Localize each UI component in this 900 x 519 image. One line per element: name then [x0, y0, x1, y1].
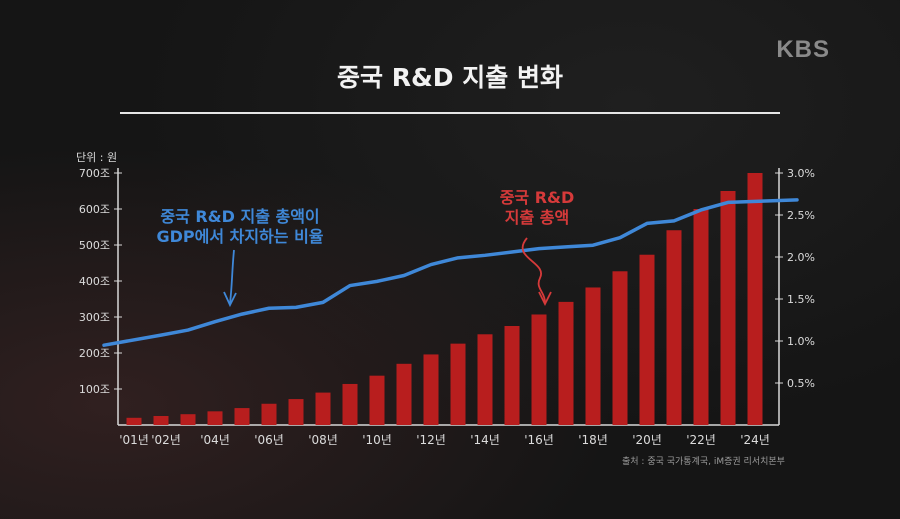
annotations: 중국 R&D 지출 총액이 GDP에서 차지하는 비율 중국 R&D 지출 총액	[156, 188, 575, 308]
bar	[369, 375, 385, 425]
annotation-line: 중국 R&D	[500, 188, 575, 207]
y-left-tick-label: 600조	[79, 203, 110, 216]
x-tick-label: '18년	[578, 433, 608, 447]
y-unit-label: 단위 : 원	[76, 151, 117, 164]
x-tick-label: '02년	[151, 433, 181, 447]
y-right-tick-label: 2.5%	[787, 209, 815, 222]
x-tick-label: '24년	[740, 433, 770, 447]
y-right-tick-label: 1.0%	[787, 335, 815, 348]
annotation-line: 지출 총액	[505, 208, 569, 227]
bar	[747, 173, 763, 425]
x-tick-labels: '01년 '02년 '04년 '06년 '08년 '10년 '12년 '14년 '16년 '18년…	[119, 433, 770, 447]
annotation-total-arrowhead	[538, 291, 552, 307]
x-tick-label: '06년	[254, 433, 284, 447]
bar	[693, 209, 709, 425]
bar	[504, 326, 520, 425]
y-left-tick-label: 700조	[79, 167, 110, 180]
y-left-tick-label: 200조	[79, 347, 110, 360]
annotation-line: GDP에서 차지하는 비율	[156, 227, 323, 246]
annotation-line: 중국 R&D 지출 총액이	[160, 207, 319, 226]
x-tick-label: '01년	[119, 433, 149, 447]
bar	[234, 408, 250, 425]
x-tick-label: '20년	[632, 433, 662, 447]
bar	[315, 392, 331, 425]
bar	[342, 383, 358, 425]
line-series	[102, 198, 799, 347]
bar	[288, 399, 304, 425]
ratio-line	[102, 198, 799, 347]
annotation-total-label: 중국 R&D 지출 총액	[500, 188, 575, 227]
x-tick-label: '12년	[416, 433, 446, 447]
y-left-tick-label: 100조	[79, 383, 110, 396]
x-tick-label: '22년	[686, 433, 716, 447]
x-tick-label: '14년	[470, 433, 500, 447]
bar	[450, 343, 466, 425]
y-left-tick-label: 500조	[79, 239, 110, 252]
annotation-total-arrow	[521, 237, 546, 303]
chart-title: 중국 R&D 지출 변화	[337, 63, 563, 92]
source-note: 출처 : 중국 국가통계국, iM증권 리서치본부	[622, 457, 785, 467]
bar	[612, 271, 628, 425]
annotation-ratio-label: 중국 R&D 지출 총액이 GDP에서 차지하는 비율	[156, 207, 323, 246]
bar	[639, 254, 655, 425]
y-right-tick-label: 0.5%	[787, 377, 815, 390]
bar	[261, 403, 277, 425]
x-tick-label: '16년	[524, 433, 554, 447]
bar	[477, 334, 493, 425]
bar	[720, 191, 736, 425]
bar-series	[126, 173, 763, 425]
bar	[531, 314, 547, 425]
y-tick-labels: 단위 : 원 100조 200조 300조 400조 500조 600조 700조 0.5% 1.…	[76, 151, 815, 396]
y-right-tick-label: 2.0%	[787, 251, 815, 264]
bar	[666, 230, 682, 425]
bar	[585, 287, 601, 425]
bar	[153, 416, 169, 425]
y-right-tick-label: 3.0%	[787, 167, 815, 180]
x-tick-label: '10년	[362, 433, 392, 447]
bar	[126, 417, 142, 425]
x-tick-label: '08년	[308, 433, 338, 447]
title-divider	[120, 112, 780, 114]
kbs-logo: KBS	[776, 36, 830, 63]
bar	[423, 354, 439, 425]
annotation-ratio-arrow	[229, 249, 235, 304]
y-left-tick-label: 300조	[79, 311, 110, 324]
bar	[180, 414, 196, 425]
bar	[207, 411, 223, 425]
bar	[558, 301, 574, 425]
y-left-tick-label: 400조	[79, 275, 110, 288]
x-tick-label: '04년	[200, 433, 230, 447]
y-right-tick-label: 1.5%	[787, 293, 815, 306]
bar	[396, 363, 412, 425]
annotation-ratio-arrowhead	[223, 291, 237, 308]
